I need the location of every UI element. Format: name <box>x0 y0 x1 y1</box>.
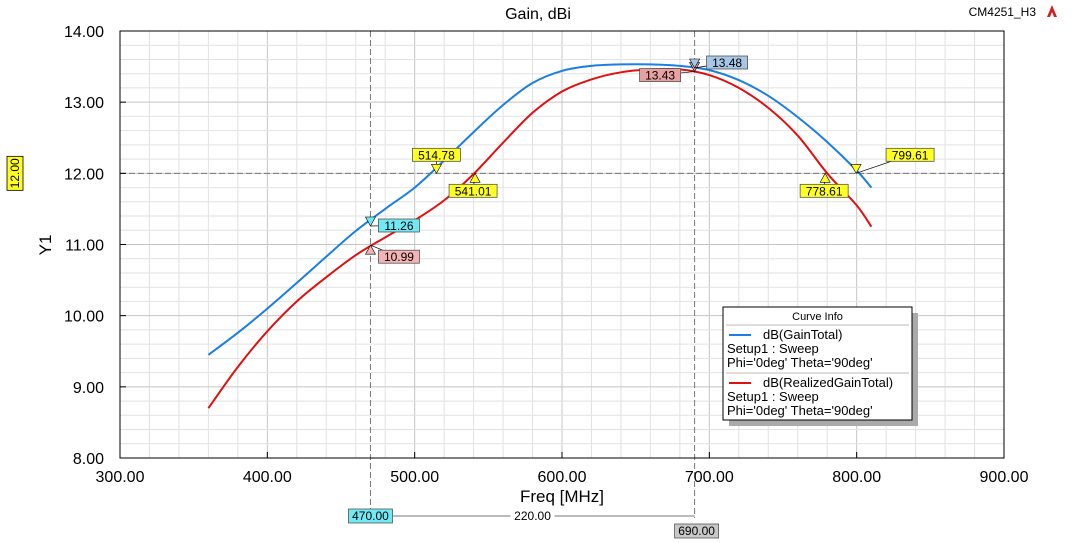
marker-triangle-icon <box>364 216 376 227</box>
marker-triangle-icon <box>364 244 376 255</box>
x-tick-label: 900.00 <box>980 469 1029 486</box>
marker-label-box <box>639 68 681 82</box>
marker-label-box <box>378 218 420 233</box>
legend-box <box>722 306 913 421</box>
project-logo-icon <box>1047 5 1057 17</box>
marker-label: 799.61 <box>892 148 929 162</box>
legend-entry-angles: Phi='0deg' Theta='90deg' <box>727 403 873 418</box>
series-line-realized-gain-total <box>207 67 873 409</box>
x-axis-label: Freq [MHz] <box>520 487 604 506</box>
marker-triangle-icon <box>819 172 831 183</box>
x-marker-bar[interactable]: 220.00 470.00 690.00 <box>348 508 719 539</box>
legend-entry-name: dB(GainTotal) <box>763 327 842 342</box>
y-tick-label: 9.00 <box>73 380 104 397</box>
marker-label: 13.48 <box>712 56 742 70</box>
marker-label-box <box>378 249 420 264</box>
x-axis: 300.00 400.00 500.00 600.00 700.00 800.00 900.… <box>96 452 1029 486</box>
marker-label-box <box>799 183 849 198</box>
x-tick-label: 500.00 <box>390 469 439 486</box>
legend-entry-setup: Setup1 : Sweep <box>727 341 819 356</box>
y-axis-label: Y1 <box>36 235 55 256</box>
marker-label-box <box>885 147 935 162</box>
y-axis: 8.00 9.00 10.00 11.00 12.00 13.00 14.00 <box>64 24 126 468</box>
y-tick-label: 12.00 <box>64 166 104 183</box>
project-label: CM4251_H3 <box>969 5 1037 19</box>
reference-lines: 12.00 <box>6 31 1004 518</box>
marker-label: 11.26 <box>384 219 413 233</box>
x-tick-label: 600.00 <box>538 469 587 486</box>
marker-triangle-icon <box>850 164 862 174</box>
marker-label-box <box>412 147 461 162</box>
y-tick-label: 8.00 <box>73 451 104 468</box>
delta-label-bg <box>510 509 555 523</box>
legend-entry-setup: Setup1 : Sweep <box>727 389 819 404</box>
delta-label: 220.00 <box>514 509 551 523</box>
marker-label: 541.01 <box>455 184 492 198</box>
marker-label-box <box>448 183 498 198</box>
y-tick-label: 10.00 <box>64 309 104 326</box>
marker-label: 514.78 <box>418 148 455 162</box>
legend-entry-name: dB(RealizedGainTotal) <box>763 375 893 390</box>
x-tick-label: 700.00 <box>685 469 734 486</box>
marker-label: 778.61 <box>806 184 843 198</box>
marker-label: 10.99 <box>384 250 414 264</box>
marker-triangle-icon <box>689 58 701 69</box>
y-tick-label: 11.00 <box>65 238 104 255</box>
y-ref-label: 12.00 <box>8 158 22 188</box>
marker-label: 13.43 <box>645 69 675 83</box>
x-marker-box-start <box>348 508 393 524</box>
chart-title: Gain, dBi <box>505 6 571 23</box>
x-marker-label-end: 690.00 <box>678 524 715 538</box>
legend-entry-angles: Phi='0deg' Theta='90deg' <box>727 355 873 370</box>
marker-triangle-icon <box>430 164 442 174</box>
y-tick-label: 13.00 <box>64 95 104 112</box>
x-marker-label-start: 470.00 <box>352 509 389 523</box>
marker-label-box <box>706 55 748 70</box>
x-tick-label: 300.00 <box>96 469 145 486</box>
markers[interactable]: 11.26 10.99 514.78 541.01 13.43 13.48 799.61 77… <box>364 55 935 264</box>
legend-header: Curve Info <box>792 311 843 323</box>
y-ref-label-box <box>6 155 24 191</box>
x-tick-label: 400.00 <box>243 469 292 486</box>
series-line-gain-total <box>207 63 873 356</box>
x-marker-box-end <box>674 523 719 539</box>
y-tick-label: 14.00 <box>64 24 104 41</box>
series-lines <box>207 63 873 409</box>
x-tick-label: 800.00 <box>832 469 881 486</box>
marker-triangle-icon <box>469 172 481 183</box>
